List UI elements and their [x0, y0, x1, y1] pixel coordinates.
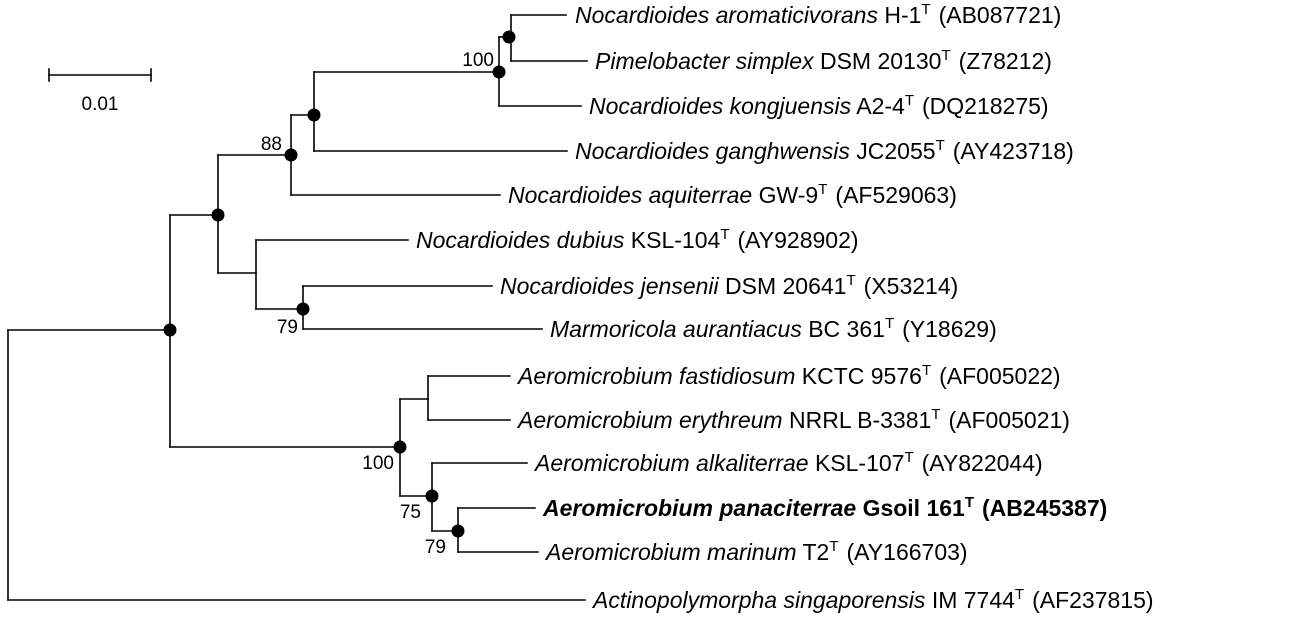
bootstrap-value: 88 — [261, 134, 282, 155]
taxon-species: Marmoricola aurantiacus — [550, 316, 802, 342]
taxon-strain: A2-4 — [856, 93, 905, 119]
type-strain-superscript: T — [941, 47, 950, 64]
node-marker — [492, 65, 506, 79]
type-strain-superscript: T — [905, 92, 914, 109]
type-strain-superscript: T — [921, 1, 930, 18]
taxon-species: Actinopolymorpha singaporensis — [591, 587, 926, 613]
taxon-label: Actinopolymorpha singaporensis IM 7744T (… — [591, 586, 1154, 613]
taxon-species: Nocardioides aromaticivorans — [575, 2, 878, 28]
type-strain-superscript: T — [904, 449, 913, 466]
taxon-strain: NRRL B-3381 — [789, 407, 931, 433]
node-marker — [502, 30, 516, 44]
taxon-label: Nocardioides ganghwensis JC2055T (AY42371… — [575, 137, 1074, 164]
accession-number: (AY928902) — [737, 227, 858, 253]
taxon-label: Nocardioides kongjuensis A2-4T (DQ218275) — [589, 92, 1049, 119]
accession-number: (Y18629) — [902, 316, 997, 342]
taxon-labels: Nocardioides aromaticivorans H-1T (AB0877… — [416, 1, 1154, 613]
taxon-label: Nocardioides aquiterrae GW-9T (AF529063) — [508, 181, 957, 208]
scale-bar-label: 0.01 — [82, 94, 119, 115]
taxon-label: Nocardioides aromaticivorans H-1T (AB0877… — [575, 1, 1061, 28]
node-marker — [163, 323, 177, 337]
type-strain-superscript: T — [885, 315, 894, 332]
type-strain-superscript: T — [720, 226, 729, 243]
node-marker — [393, 440, 407, 454]
accession-number: (AF237815) — [1032, 587, 1153, 613]
taxon-label: Pimelobacter simplex DSM 20130T (Z78212) — [595, 47, 1052, 74]
taxon-species: Aeromicrobium alkaliterrae — [533, 450, 809, 476]
taxon-species: Nocardioides kongjuensis — [589, 93, 852, 119]
taxon-species: Aeromicrobium marinum — [544, 539, 797, 565]
taxon-strain: DSM 20641 — [725, 273, 846, 299]
taxon-species: Aeromicrobium erythreum — [516, 407, 783, 433]
taxon-species: Nocardioides ganghwensis — [575, 138, 850, 164]
taxon-label: Aeromicrobium alkaliterrae KSL-107T (AY82… — [533, 449, 1043, 476]
type-strain-superscript: T — [1015, 586, 1024, 603]
scale-bar: 0.01 — [48, 68, 152, 115]
type-strain-superscript: T — [818, 181, 827, 198]
accession-number: (AF005021) — [948, 407, 1069, 433]
accession-number: (AB245387) — [982, 495, 1107, 521]
accession-number: (X53214) — [864, 273, 959, 299]
taxon-strain: Gsoil 161 — [863, 495, 965, 521]
taxon-strain: H-1 — [884, 2, 921, 28]
node-marker — [307, 108, 321, 122]
taxon-strain: IM 7744 — [932, 587, 1015, 613]
taxon-strain: T2 — [803, 539, 830, 565]
bootstrap-value: 79 — [425, 537, 446, 558]
taxon-species: Nocardioides aquiterrae — [508, 182, 752, 208]
accession-number: (AY166703) — [847, 539, 968, 565]
taxon-strain: JC2055 — [856, 138, 935, 164]
taxon-species: Aeromicrobium panaciterrae — [542, 495, 856, 521]
taxon-species: Pimelobacter simplex — [595, 48, 815, 74]
type-strain-superscript: T — [846, 272, 855, 289]
node-markers — [163, 30, 516, 538]
accession-number: (DQ218275) — [922, 93, 1049, 119]
accession-number: (AF005022) — [939, 363, 1060, 389]
taxon-strain: GW-9 — [759, 182, 819, 208]
accession-number: (AY423718) — [953, 138, 1074, 164]
taxon-strain: KSL-107 — [815, 450, 905, 476]
bootstrap-value: 100 — [462, 50, 494, 71]
taxon-label: Nocardioides jensenii DSM 20641T (X53214) — [500, 272, 958, 299]
type-strain-superscript: T — [931, 406, 940, 423]
taxon-label: Marmoricola aurantiacus BC 361T (Y18629) — [550, 315, 997, 342]
taxon-label: Aeromicrobium panaciterrae Gsoil 161T (AB… — [542, 494, 1107, 521]
taxon-strain: DSM 20130 — [820, 48, 941, 74]
accession-number: (AF529063) — [835, 182, 956, 208]
accession-number: (Z78212) — [959, 48, 1052, 74]
accession-number: (AY822044) — [922, 450, 1043, 476]
node-marker — [284, 148, 298, 162]
type-strain-superscript: T — [936, 137, 945, 154]
taxon-label: Aeromicrobium fastidiosum KCTC 9576T (AF0… — [516, 362, 1061, 389]
taxon-species: Aeromicrobium fastidiosum — [516, 363, 795, 389]
taxon-species: Nocardioides dubius — [416, 227, 625, 253]
node-marker — [425, 489, 439, 503]
type-strain-superscript: T — [922, 362, 931, 379]
accession-number: (AB087721) — [939, 2, 1062, 28]
taxon-strain: KCTC 9576 — [802, 363, 922, 389]
taxon-strain: KSL-104 — [631, 227, 721, 253]
bootstrap-value: 75 — [400, 502, 421, 523]
type-strain-superscript: T — [965, 494, 974, 511]
bootstrap-values: 100 88 79 100 75 79 — [261, 50, 494, 558]
taxon-species: Nocardioides jensenii — [500, 273, 720, 299]
bootstrap-value: 79 — [277, 317, 298, 338]
taxon-label: Nocardioides dubius KSL-104T (AY928902) — [416, 226, 859, 253]
taxon-strain: BC 361 — [808, 316, 885, 342]
node-marker — [451, 524, 465, 538]
node-marker — [296, 302, 310, 316]
taxon-label: Aeromicrobium erythreum NRRL B-3381T (AF0… — [516, 406, 1070, 433]
taxon-label: Aeromicrobium marinum T2T (AY166703) — [544, 538, 968, 565]
type-strain-superscript: T — [829, 538, 838, 555]
bootstrap-value: 100 — [362, 453, 394, 474]
node-marker — [211, 208, 225, 222]
